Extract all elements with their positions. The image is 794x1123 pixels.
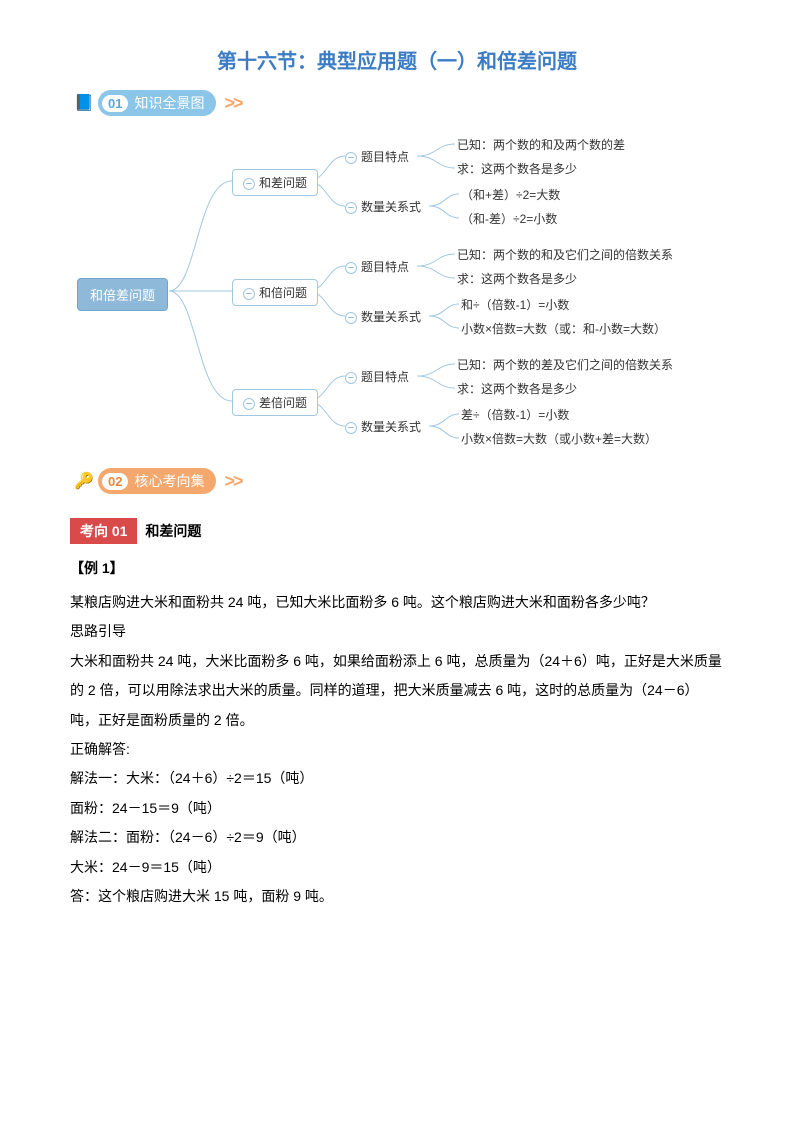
minus-icon: − [345,152,357,164]
body-p6: 面粉：24－15＝9（吨） [70,794,724,823]
section-1-num: 01 [102,95,128,112]
key-icon: 🔑 [70,469,98,493]
mm-b3-sub2: −数量关系式 [345,418,421,435]
minus-icon: − [345,262,357,274]
minus-icon: − [345,422,357,434]
mm-leaf: 小数×倍数=大数（或小数+差=大数） [461,430,657,447]
mm-leaf: 求：这两个数各是多少 [457,380,577,397]
mindmap: 和倍差问题 −和差问题 −题目特点 −数量关系式 已知：两个数的和及两个数的差 … [77,126,717,456]
direction-title: 和差问题 [141,523,201,539]
body-p7: 解法二：面粉：（24－6）÷2＝9（吨） [70,823,724,852]
mm-leaf: 和÷（倍数-1）=小数 [461,296,569,313]
section-2-label: 核心考向集 [134,471,204,491]
mm-b1-sub1: −题目特点 [345,148,409,165]
mm-b3-sub1: −题目特点 [345,368,409,385]
mm-leaf: 求：这两个数各是多少 [457,160,577,177]
section-1-badge: 📘 01 知识全景图 >> [70,90,724,116]
mm-leaf: 求：这两个数各是多少 [457,270,577,287]
mm-b2-sub2: −数量关系式 [345,308,421,325]
mm-sub-label: 数量关系式 [361,420,421,434]
mm-branch-2: −和倍问题 [232,279,318,306]
mm-sub-label: 数量关系式 [361,200,421,214]
mm-leaf: 已知：两个数的差及它们之间的倍数关系 [457,356,673,373]
mm-branch-1-label: 和差问题 [259,176,307,190]
mm-leaf: 差÷（倍数-1）=小数 [461,406,569,423]
minus-icon: − [243,288,255,300]
body-p1: 某粮店购进大米和面粉共 24 吨，已知大米比面粉多 6 吨。这个粮店购进大米和面… [70,588,724,617]
mm-leaf: （和+差）÷2=大数 [461,186,560,203]
mm-branch-1: −和差问题 [232,169,318,196]
mm-sub-label: 数量关系式 [361,310,421,324]
section-1-label: 知识全景图 [134,93,204,113]
body-p9: 答：这个粮店购进大米 15 吨，面粉 9 吨。 [70,882,724,911]
example-label: 【例 1】 [70,558,724,578]
body-p2: 思路引导 [70,617,724,646]
chevron-icon: >> [224,471,241,492]
direction-tag: 考向 01 [70,518,137,544]
mm-leaf: 已知：两个数的和及它们之间的倍数关系 [457,246,673,263]
mm-sub-label: 题目特点 [361,370,409,384]
mm-branch-2-label: 和倍问题 [259,286,307,300]
chevron-icon: >> [224,93,241,114]
minus-icon: − [345,372,357,384]
body-p8: 大米：24－9＝15（吨） [70,853,724,882]
section-2-pill: 02 核心考向集 [98,468,216,494]
book-icon: 📘 [70,91,98,115]
mm-b1-sub2: −数量关系式 [345,198,421,215]
mindmap-connectors [77,126,717,456]
minus-icon: − [345,312,357,324]
mm-leaf: （和-差）÷2=小数 [461,210,557,227]
section-2-num: 02 [102,473,128,490]
section-2-badge: 🔑 02 核心考向集 >> [70,468,724,494]
mm-branch-3: −差倍问题 [232,389,318,416]
mm-branch-3-label: 差倍问题 [259,396,307,410]
body-text: 某粮店购进大米和面粉共 24 吨，已知大米比面粉多 6 吨。这个粮店购进大米和面… [70,588,724,911]
minus-icon: − [345,202,357,214]
mm-leaf: 已知：两个数的和及两个数的差 [457,136,625,153]
mm-sub-label: 题目特点 [361,260,409,274]
body-p3: 大米和面粉共 24 吨，大米比面粉多 6 吨，如果给面粉添上 6 吨，总质量为（… [70,647,724,735]
section-1-pill: 01 知识全景图 [98,90,216,116]
page-title: 第十六节：典型应用题（一）和倍差问题 [70,45,724,74]
body-p4: 正确解答: [70,735,724,764]
body-p5: 解法一：大米：（24＋6）÷2＝15（吨） [70,764,724,793]
mm-root: 和倍差问题 [77,278,168,311]
mm-sub-label: 题目特点 [361,150,409,164]
minus-icon: − [243,398,255,410]
direction-row: 考向 01 和差问题 [70,504,724,544]
minus-icon: − [243,178,255,190]
mm-leaf: 小数×倍数=大数（或：和-小数=大数） [461,320,666,337]
mm-b2-sub1: −题目特点 [345,258,409,275]
